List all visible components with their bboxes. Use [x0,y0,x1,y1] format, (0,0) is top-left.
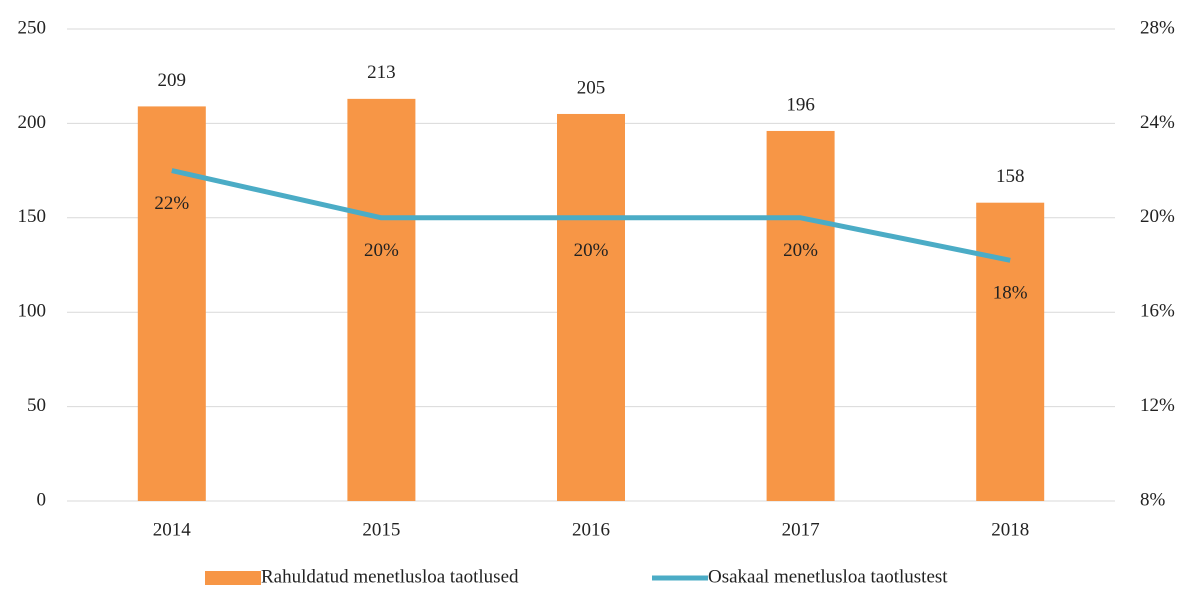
line-value-label: 22% [154,193,189,214]
line-value-label: 20% [574,240,609,261]
y-tick-label: 50 [27,395,46,416]
y2-tick-label: 12% [1140,395,1175,416]
y2-tick-label: 28% [1140,17,1175,38]
x-tick-label: 2018 [991,519,1029,540]
line-value-label: 20% [783,240,818,261]
y2-tick-label: 16% [1140,301,1175,322]
y-tick-label: 0 [37,489,47,510]
y2-tick-label: 20% [1140,206,1175,227]
bar-value-label: 213 [367,62,396,83]
bar-value-label: 158 [996,166,1025,187]
legend-label: Osakaal menetlusloa taotlustest [708,566,948,587]
bar-value-label: 205 [577,77,606,98]
bar [976,202,1045,502]
x-tick-label: 2015 [362,519,400,540]
bar [766,130,835,501]
bar-value-label: 209 [158,70,187,91]
line-value-label: 20% [364,240,399,261]
legend-label: Rahuldatud menetlusloa taotlused [261,566,519,587]
x-tick-label: 2014 [153,519,192,540]
y-tick-label: 100 [18,301,47,322]
line [171,168,1011,263]
x-tick-label: 2017 [782,519,820,540]
bar [347,98,416,501]
y2-tick-label: 24% [1140,112,1175,133]
bar [557,113,625,502]
y-tick-label: 150 [18,206,47,227]
y-tick-label: 200 [18,112,47,133]
line-value-label: 18% [993,283,1028,304]
bar [137,106,206,502]
bar-value-label: 196 [786,94,815,115]
y-tick-label: 250 [18,17,47,38]
x-tick-label: 2016 [572,519,610,540]
y2-tick-label: 8% [1140,489,1166,510]
legend-swatch [205,571,261,585]
